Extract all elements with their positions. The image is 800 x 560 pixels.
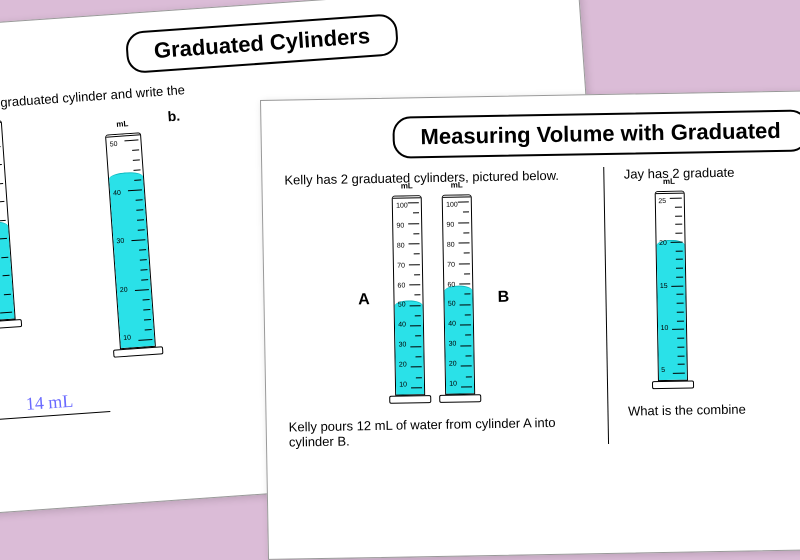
cylinder-B: mL100908070605040302010 [442,194,476,402]
unit-label: mL [401,181,413,190]
unit-label: mL [451,180,463,189]
cylinder-ws1-b: mL5040302010 [105,132,156,357]
unit-label: mL [663,177,675,186]
q1-body: Kelly pours 12 mL of water from cylinder… [289,414,584,449]
cylinder-ws1-a: mL302010 [0,120,16,330]
q2-body: What is the combine [628,398,800,418]
worksheet-2-title: Measuring Volume with Graduated [392,109,800,158]
worksheet-1-title: Graduated Cylinders [125,13,400,74]
answer-blank-b[interactable]: 14 mL [0,388,110,420]
cylinder-C: mL252015105 [654,191,687,389]
label-A: A [358,291,370,309]
worksheet-2: Measuring Volume with Graduated Kelly ha… [260,88,800,560]
cylinder-A: mL100908070605040302010 [392,195,426,403]
unit-label: mL [116,119,129,129]
label-B: B [498,289,510,307]
